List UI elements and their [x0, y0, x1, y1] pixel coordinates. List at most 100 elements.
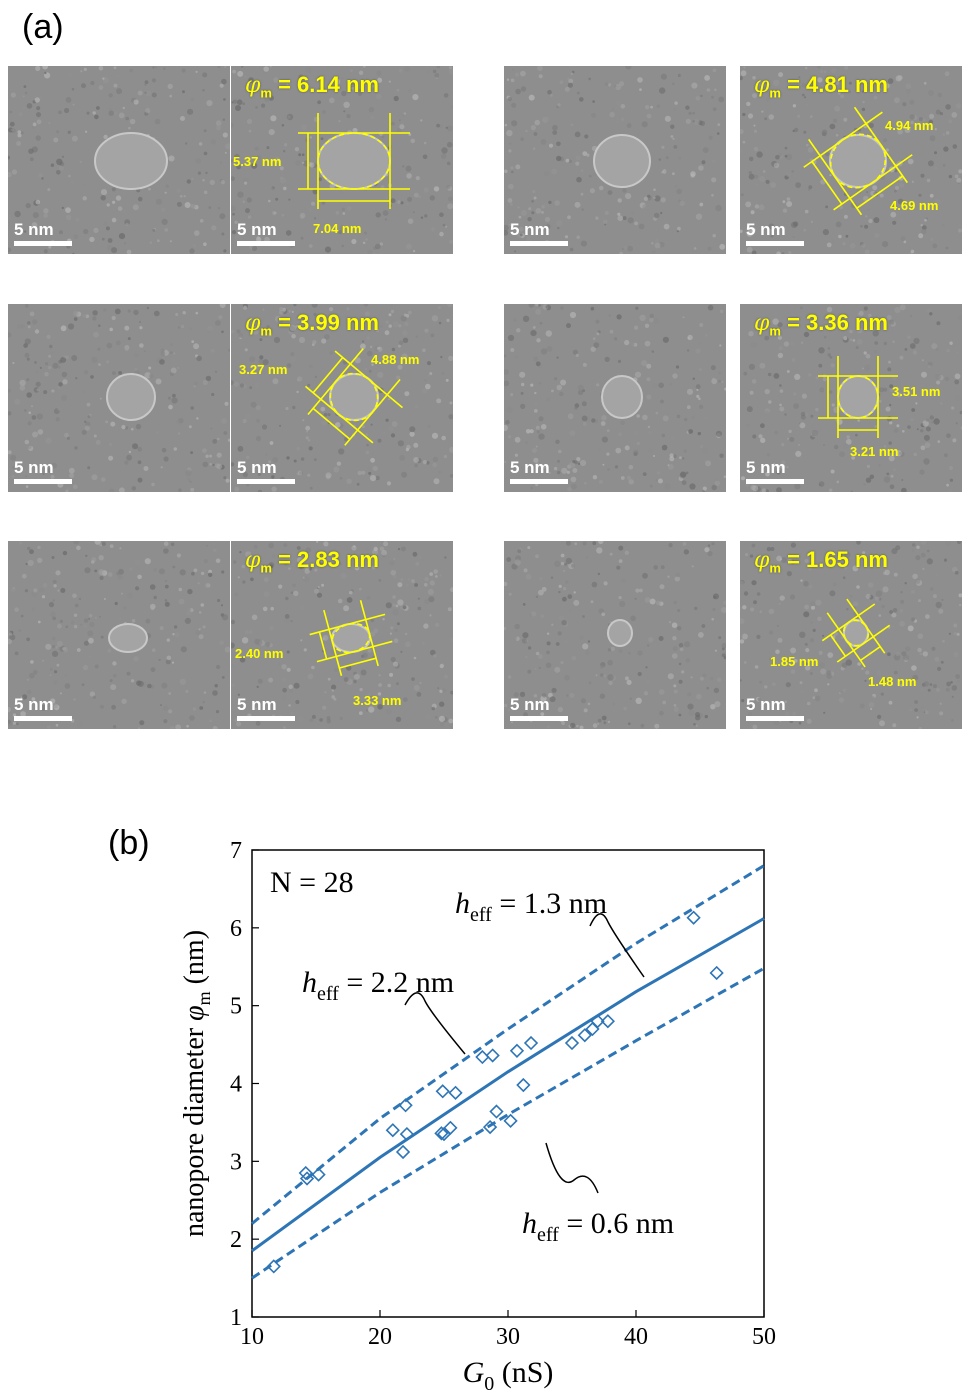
diameter-value: = 6.14 nm — [271, 72, 379, 97]
phi-subscript: m — [260, 560, 272, 576]
y-tick-label: 2 — [230, 1227, 242, 1253]
annotation-leader-line — [545, 1142, 599, 1194]
data-point — [523, 1035, 539, 1051]
y-tick-label: 4 — [230, 1072, 242, 1098]
measurement-label: 3.51 nm — [892, 384, 941, 399]
data-point — [298, 1165, 313, 1181]
tem-image-annotated-0-left: φm = 6.14 nm 5.37 nm 7.04 nm 5 nm — [231, 66, 453, 254]
phi-subscript: m — [769, 323, 781, 339]
curve-annotation-label: heff = 2.2 nm — [302, 966, 454, 1005]
x-tick-label: 40 — [624, 1324, 648, 1350]
data-point — [398, 1098, 413, 1113]
data-point — [503, 1113, 518, 1128]
measurement-label: 3.33 nm — [353, 693, 402, 708]
tem-image-annotated-1-right: φm = 3.36 nm 3.51 nm 3.21 nm 5 nm — [740, 304, 962, 492]
measurement-lines — [298, 113, 410, 209]
y-tick-label: 1 — [230, 1305, 242, 1331]
measured-diameter-label: φm = 1.65 nm — [754, 547, 888, 575]
phi-subscript: m — [260, 323, 272, 339]
scale-bar-label: 5 nm — [510, 220, 550, 239]
scale-bar — [510, 241, 568, 246]
data-point — [564, 1035, 580, 1051]
measured-diameter-label: φm = 4.81 nm — [754, 72, 888, 100]
panel-b-label: (b) — [108, 824, 150, 862]
measurement-lines — [818, 356, 898, 438]
phi-subscript: m — [769, 85, 781, 101]
scale-bar — [14, 241, 72, 246]
measurement-label: 2.40 nm — [235, 646, 284, 661]
tem-image-raw-0-left: 5 nm — [8, 66, 230, 254]
tem-image-annotated-2-left: φm = 2.83 nm 2.40 nm 3.33 nm 5 nm — [231, 541, 453, 729]
tem-image-raw-1-right: 5 nm — [504, 304, 726, 492]
h-symbol: h — [455, 887, 470, 920]
measurement-label: 1.85 nm — [770, 654, 819, 669]
sample-count-label: N = 28 — [270, 866, 354, 899]
tem-image-annotated-1-left: φm = 3.99 nm 3.27 nm 4.88 nm 5 nm — [231, 304, 453, 492]
annotation-leader-line — [404, 992, 466, 1055]
annotation-leader-line — [589, 913, 645, 978]
measurement-label: 3.27 nm — [239, 362, 288, 377]
measurement-label: 1.48 nm — [868, 674, 917, 689]
data-point — [600, 1014, 615, 1029]
tem-image-raw-2-right: 5 nm — [504, 541, 726, 729]
tem-image-annotated-2-right: φm = 1.65 nm 1.85 nm 1.48 nm 5 nm — [740, 541, 962, 729]
curve-annotation-label: heff = 1.3 nm — [455, 887, 607, 926]
panel-a-label: (a) — [22, 8, 64, 46]
tem-image-raw-1-left: 5 nm — [8, 304, 230, 492]
measured-diameter-label: φm = 3.36 nm — [754, 310, 888, 338]
scale-bar — [237, 241, 295, 246]
diameter-value: = 4.81 nm — [780, 72, 888, 97]
phi-symbol: φ — [245, 548, 261, 573]
measurement-label: 3.21 nm — [850, 444, 899, 459]
scale-bar-label: 5 nm — [746, 695, 786, 714]
x-axis-label: G0 (nS) — [463, 1356, 554, 1391]
tem-image-annotated-0-right: φm = 4.81 nm 4.94 nm 4.69 nm 5 nm — [740, 66, 962, 254]
data-point — [299, 1171, 315, 1186]
h-value: = 1.3 nm — [492, 887, 607, 920]
data-point — [485, 1048, 500, 1063]
curve-annotation-label: heff = 0.6 nm — [522, 1207, 674, 1246]
scale-bar — [237, 716, 295, 721]
scale-bar — [510, 479, 568, 484]
scale-bar-label: 5 nm — [510, 458, 550, 477]
h-subscript: eff — [537, 1224, 559, 1246]
measurement-lines — [309, 600, 393, 676]
x-tick-label: 30 — [496, 1324, 520, 1350]
measurement-lines — [821, 598, 891, 668]
data-point — [475, 1049, 490, 1065]
data-point — [399, 1126, 415, 1142]
scale-bar — [510, 716, 568, 721]
plot-frame — [251, 849, 765, 1318]
scale-bar-label: 5 nm — [237, 220, 277, 239]
data-point — [590, 1014, 605, 1029]
scale-bar-label: 5 nm — [14, 458, 54, 477]
tem-image-raw-0-right: 5 nm — [504, 66, 726, 254]
data-point — [395, 1144, 411, 1160]
phi-symbol: φ — [754, 548, 770, 573]
data-point — [434, 1126, 449, 1141]
fit-curve-h0 — [251, 917, 765, 1253]
diameter-value: = 3.36 nm — [780, 310, 888, 335]
y-tick-label: 3 — [230, 1149, 242, 1175]
scale-bar — [237, 479, 295, 484]
data-point — [686, 910, 701, 925]
scale-bar-label: 5 nm — [510, 695, 550, 714]
measurement-label: 4.88 nm — [371, 352, 420, 367]
data-point — [311, 1167, 326, 1182]
scale-bar — [14, 479, 72, 484]
scale-bar — [746, 716, 804, 721]
data-point — [516, 1077, 531, 1093]
y-axis-label: nanopore diameter φm (nm) — [179, 930, 214, 1237]
measured-diameter-label: φm = 3.99 nm — [245, 310, 379, 338]
data-point — [482, 1119, 498, 1135]
data-point — [266, 1259, 281, 1274]
measurement-lines — [803, 106, 913, 216]
phi-symbol: φ — [754, 311, 770, 336]
h-value: = 0.6 nm — [559, 1207, 674, 1240]
y-tick-label: 6 — [230, 916, 242, 942]
scale-bar — [746, 241, 804, 246]
diameter-value: = 1.65 nm — [780, 547, 888, 572]
data-point — [489, 1104, 504, 1119]
x-tick-label: 20 — [368, 1324, 392, 1350]
